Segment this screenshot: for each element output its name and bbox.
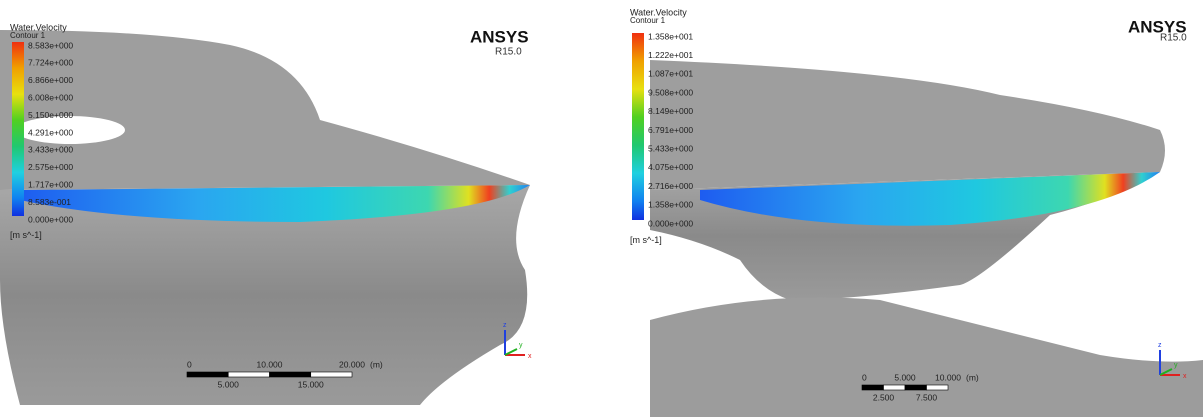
legend-label: 1.358e+000 bbox=[648, 200, 693, 210]
axis-label: x bbox=[1183, 373, 1187, 380]
legend-label: 2.575e+000 bbox=[28, 162, 73, 172]
legend-unit: [m s^-1] bbox=[630, 235, 662, 245]
axis-label: y bbox=[519, 342, 523, 349]
scale-label: 0 bbox=[187, 359, 192, 369]
legend-label: 8.583e+000 bbox=[28, 40, 73, 50]
legend-label: 0.000e+000 bbox=[28, 214, 73, 224]
legend-label: 7.724e+000 bbox=[28, 58, 73, 68]
legend-label: 8.583e-001 bbox=[28, 197, 71, 207]
legend-label: 3.433e+000 bbox=[28, 145, 73, 155]
legend-subtitle: Contour 1 bbox=[630, 16, 666, 25]
axis-label: x bbox=[528, 353, 532, 360]
legend-label: 6.866e+000 bbox=[28, 75, 73, 85]
scale-segment bbox=[228, 372, 269, 377]
scale-segment bbox=[187, 372, 228, 377]
scale-label: 7.500 bbox=[916, 392, 938, 402]
scale-label: 5.000 bbox=[218, 379, 240, 389]
legend-label: 1.358e+001 bbox=[648, 31, 693, 41]
figure: Water.VelocityContour 18.583e+0007.724e+… bbox=[0, 0, 1203, 417]
version: R15.0 bbox=[495, 47, 522, 58]
legend-label: 6.008e+000 bbox=[28, 92, 73, 102]
legend-bar bbox=[12, 42, 24, 216]
legend-label: 9.508e+000 bbox=[648, 87, 693, 97]
right-render bbox=[650, 60, 1203, 417]
scale-segment bbox=[311, 372, 352, 377]
legend-label: 5.433e+000 bbox=[648, 143, 693, 153]
legend-label: 4.075e+000 bbox=[648, 162, 693, 172]
scale-label: 10.000 bbox=[257, 359, 283, 369]
legend-label: 6.791e+000 bbox=[648, 125, 693, 135]
scale-label: 10.000 bbox=[935, 372, 961, 382]
legend-label: 8.149e+000 bbox=[648, 106, 693, 116]
scale-segment bbox=[927, 385, 949, 390]
scale-label: 5.000 bbox=[894, 372, 916, 382]
legend-label: 5.150e+000 bbox=[28, 110, 73, 120]
scale-unit: (m) bbox=[966, 372, 979, 382]
brand: ANSYS bbox=[470, 27, 529, 46]
scale-label: 2.500 bbox=[873, 392, 895, 402]
axis-label: y bbox=[1174, 362, 1178, 369]
legend-unit: [m s^-1] bbox=[10, 230, 42, 240]
legend-label: 1.717e+000 bbox=[28, 179, 73, 189]
scale-segment bbox=[884, 385, 906, 390]
scale-unit: (m) bbox=[370, 359, 383, 369]
legend-label: 2.716e+000 bbox=[648, 181, 693, 191]
left-render bbox=[0, 30, 530, 405]
legend-label: 4.291e+000 bbox=[28, 127, 73, 137]
scale-segment bbox=[862, 385, 884, 390]
scale-label: 20.000 bbox=[339, 359, 365, 369]
legend-subtitle: Contour 1 bbox=[10, 31, 46, 40]
axis-label: z bbox=[503, 322, 507, 329]
legend-label: 0.000e+000 bbox=[648, 218, 693, 228]
scale-segment bbox=[905, 385, 927, 390]
scale-segment bbox=[270, 372, 311, 377]
version: R15.0 bbox=[1160, 33, 1187, 44]
legend-label: 1.087e+001 bbox=[648, 69, 693, 79]
legend-bar bbox=[632, 33, 644, 220]
legend-label: 1.222e+001 bbox=[648, 50, 693, 60]
scale-label: 15.000 bbox=[298, 379, 324, 389]
scale-label: 0 bbox=[862, 372, 867, 382]
axis-label: z bbox=[1158, 342, 1162, 349]
